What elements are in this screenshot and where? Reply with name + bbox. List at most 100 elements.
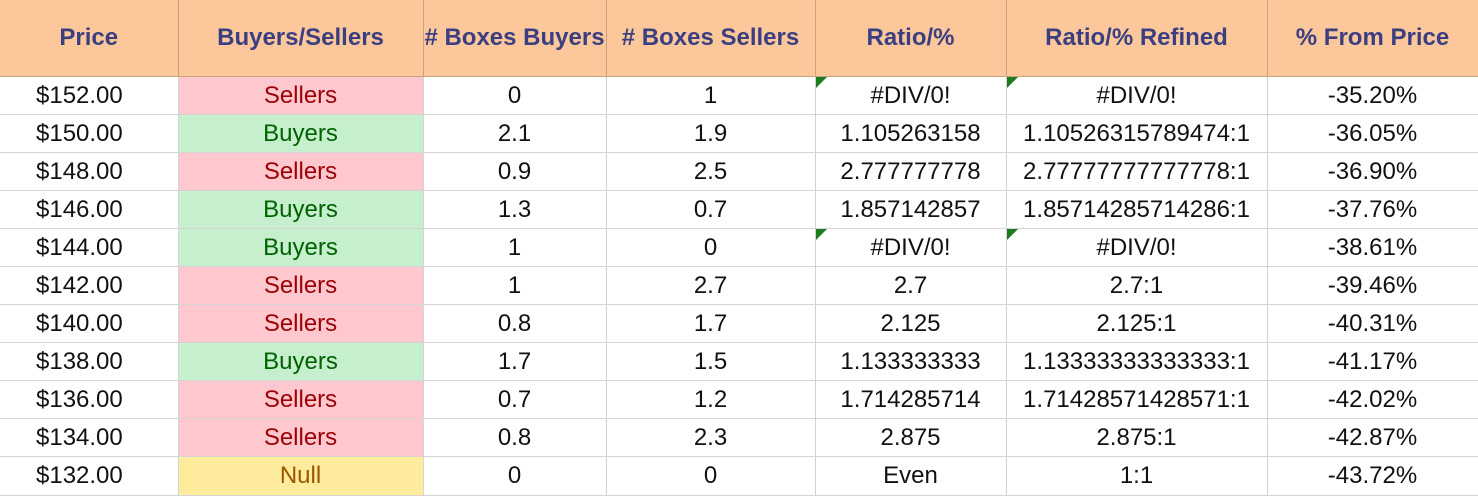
ratio-refined-cell[interactable]: #DIV/0! <box>1006 76 1268 115</box>
header-from-price[interactable]: % From Price <box>1267 0 1478 77</box>
ratio-cell[interactable]: 2.777777778 <box>815 152 1007 191</box>
boxes-sellers-cell-value: 1 <box>703 81 718 109</box>
boxes-sellers-cell[interactable]: 1.5 <box>606 342 816 381</box>
boxes-sellers-cell[interactable]: 2.7 <box>606 266 816 305</box>
ratio-refined-cell[interactable]: 2.7:1 <box>1006 266 1268 305</box>
boxes-buyers-cell[interactable]: 0.8 <box>423 418 607 457</box>
buyers-sellers-cell[interactable]: Sellers <box>178 266 424 305</box>
header-row: Price Buyers/Sellers # Boxes Buyers # Bo… <box>0 0 1478 77</box>
boxes-buyers-cell-value: 0 <box>507 462 522 489</box>
boxes-buyers-cell[interactable]: 1 <box>423 228 607 267</box>
boxes-buyers-cell[interactable]: 1 <box>423 266 607 305</box>
buyers-sellers-cell[interactable]: Sellers <box>178 380 424 419</box>
ratio-refined-cell[interactable]: 1.13333333333333:1 <box>1006 342 1268 381</box>
header-boxes-buyers[interactable]: # Boxes Buyers <box>423 0 607 77</box>
ratio-refined-cell[interactable]: #DIV/0! <box>1006 228 1268 267</box>
header-ratio[interactable]: Ratio/% <box>815 0 1007 77</box>
buyers-sellers-cell[interactable]: Sellers <box>178 304 424 343</box>
ratio-refined-cell[interactable]: 1:1 <box>1006 456 1268 496</box>
boxes-buyers-cell[interactable]: 0 <box>423 76 607 115</box>
ratio-cell[interactable]: 1.857142857 <box>815 190 1007 229</box>
price-cell[interactable]: $146.00 <box>0 190 179 229</box>
header-price[interactable]: Price <box>0 0 179 77</box>
boxes-buyers-cell[interactable]: 0.9 <box>423 152 607 191</box>
table-row: $144.00 Buyers 1 0 #DIV/0! #DIV/0! -38.61% <box>0 228 1478 267</box>
ratio-cell[interactable]: 1.714285714 <box>815 380 1007 419</box>
ratio-cell[interactable]: 1.105263158 <box>815 114 1007 153</box>
buyers-sellers-cell[interactable]: Sellers <box>178 418 424 457</box>
buyers-sellers-cell[interactable]: Null <box>178 456 424 496</box>
boxes-sellers-cell[interactable]: 1.7 <box>606 304 816 343</box>
ratio-cell[interactable]: 2.125 <box>815 304 1007 343</box>
header-buyers-sellers[interactable]: Buyers/Sellers <box>178 0 424 77</box>
ratio-cell[interactable]: 2.7 <box>815 266 1007 305</box>
from-price-cell-value: -36.05% <box>1327 119 1418 147</box>
boxes-buyers-cell[interactable]: 1.3 <box>423 190 607 229</box>
ratio-refined-cell[interactable]: 1.85714285714286:1 <box>1006 190 1268 229</box>
price-cell[interactable]: $138.00 <box>0 342 179 381</box>
from-price-cell[interactable]: -38.61% <box>1267 228 1478 267</box>
ratio-refined-cell-value: 2.77777777777778:1 <box>1023 157 1250 185</box>
from-price-cell-value: -35.20% <box>1327 81 1418 109</box>
ratio-refined-cell[interactable]: 1.10526315789474:1 <box>1006 114 1268 153</box>
boxes-sellers-cell[interactable]: 1 <box>606 76 816 115</box>
ratio-cell[interactable]: Even <box>815 456 1007 496</box>
boxes-sellers-cell[interactable]: 1.2 <box>606 380 816 419</box>
from-price-cell[interactable]: -37.76% <box>1267 190 1478 229</box>
price-cell[interactable]: $132.00 <box>0 456 179 496</box>
boxes-sellers-cell[interactable]: 2.5 <box>606 152 816 191</box>
price-cell[interactable]: $148.00 <box>0 152 179 191</box>
ratio-refined-cell-value: 1.10526315789474:1 <box>1023 119 1250 147</box>
boxes-buyers-cell[interactable]: 1.7 <box>423 342 607 381</box>
from-price-cell[interactable]: -43.72% <box>1267 456 1478 496</box>
boxes-buyers-cell[interactable]: 2.1 <box>423 114 607 153</box>
from-price-cell[interactable]: -42.87% <box>1267 418 1478 457</box>
boxes-sellers-cell[interactable]: 0 <box>606 456 816 496</box>
buyers-sellers-cell[interactable]: Buyers <box>178 114 424 153</box>
from-price-cell[interactable]: -42.02% <box>1267 380 1478 419</box>
buyers-sellers-cell[interactable]: Sellers <box>178 152 424 191</box>
boxes-buyers-cell[interactable]: 0 <box>423 456 607 496</box>
price-cell[interactable]: $140.00 <box>0 304 179 343</box>
boxes-sellers-cell[interactable]: 1.9 <box>606 114 816 153</box>
ratio-refined-cell[interactable]: 2.77777777777778:1 <box>1006 152 1268 191</box>
buyers-sellers-cell[interactable]: Sellers <box>178 76 424 115</box>
ratio-refined-cell[interactable]: 2.125:1 <box>1006 304 1268 343</box>
boxes-sellers-cell[interactable]: 0.7 <box>606 190 816 229</box>
buyers-sellers-cell[interactable]: Buyers <box>178 342 424 381</box>
buyers-sellers-cell[interactable]: Buyers <box>178 190 424 229</box>
ratio-refined-cell[interactable]: 2.875:1 <box>1006 418 1268 457</box>
from-price-cell[interactable]: -41.17% <box>1267 342 1478 381</box>
boxes-sellers-cell[interactable]: 0 <box>606 228 816 267</box>
error-indicator-icon <box>815 77 827 88</box>
from-price-cell[interactable]: -36.05% <box>1267 114 1478 153</box>
ratio-cell[interactable]: 1.133333333 <box>815 342 1007 381</box>
buyers-sellers-cell-value: Buyers <box>263 233 338 261</box>
header-boxes-sellers[interactable]: # Boxes Sellers <box>606 0 816 77</box>
header-ratio-refined[interactable]: Ratio/% Refined <box>1006 0 1268 77</box>
error-indicator-icon <box>1006 229 1018 240</box>
from-price-cell[interactable]: -40.31% <box>1267 304 1478 343</box>
buyers-sellers-cell[interactable]: Buyers <box>178 228 424 267</box>
price-cell[interactable]: $152.00 <box>0 76 179 115</box>
boxes-buyers-cell[interactable]: 0.7 <box>423 380 607 419</box>
ratio-refined-cell[interactable]: 1.71428571428571:1 <box>1006 380 1268 419</box>
from-price-cell[interactable]: -39.46% <box>1267 266 1478 305</box>
price-cell[interactable]: $136.00 <box>0 380 179 419</box>
price-cell[interactable]: $150.00 <box>0 114 179 153</box>
from-price-cell[interactable]: -35.20% <box>1267 76 1478 115</box>
from-price-cell[interactable]: -36.90% <box>1267 152 1478 191</box>
ratio-cell[interactable]: 2.875 <box>815 418 1007 457</box>
boxes-buyers-cell[interactable]: 0.8 <box>423 304 607 343</box>
price-cell[interactable]: $144.00 <box>0 228 179 267</box>
ratio-cell[interactable]: #DIV/0! <box>815 228 1007 267</box>
price-cell-value: $146.00 <box>36 195 123 223</box>
boxes-sellers-cell[interactable]: 2.3 <box>606 418 816 457</box>
boxes-sellers-cell-value: 1.9 <box>693 119 728 147</box>
ratio-cell[interactable]: #DIV/0! <box>815 76 1007 115</box>
price-cell[interactable]: $142.00 <box>0 266 179 305</box>
buyers-sellers-cell-value: Sellers <box>263 385 338 413</box>
price-cell-value: $152.00 <box>36 81 123 109</box>
ratio-cell-value: 2.777777778 <box>840 157 981 185</box>
price-cell[interactable]: $134.00 <box>0 418 179 457</box>
